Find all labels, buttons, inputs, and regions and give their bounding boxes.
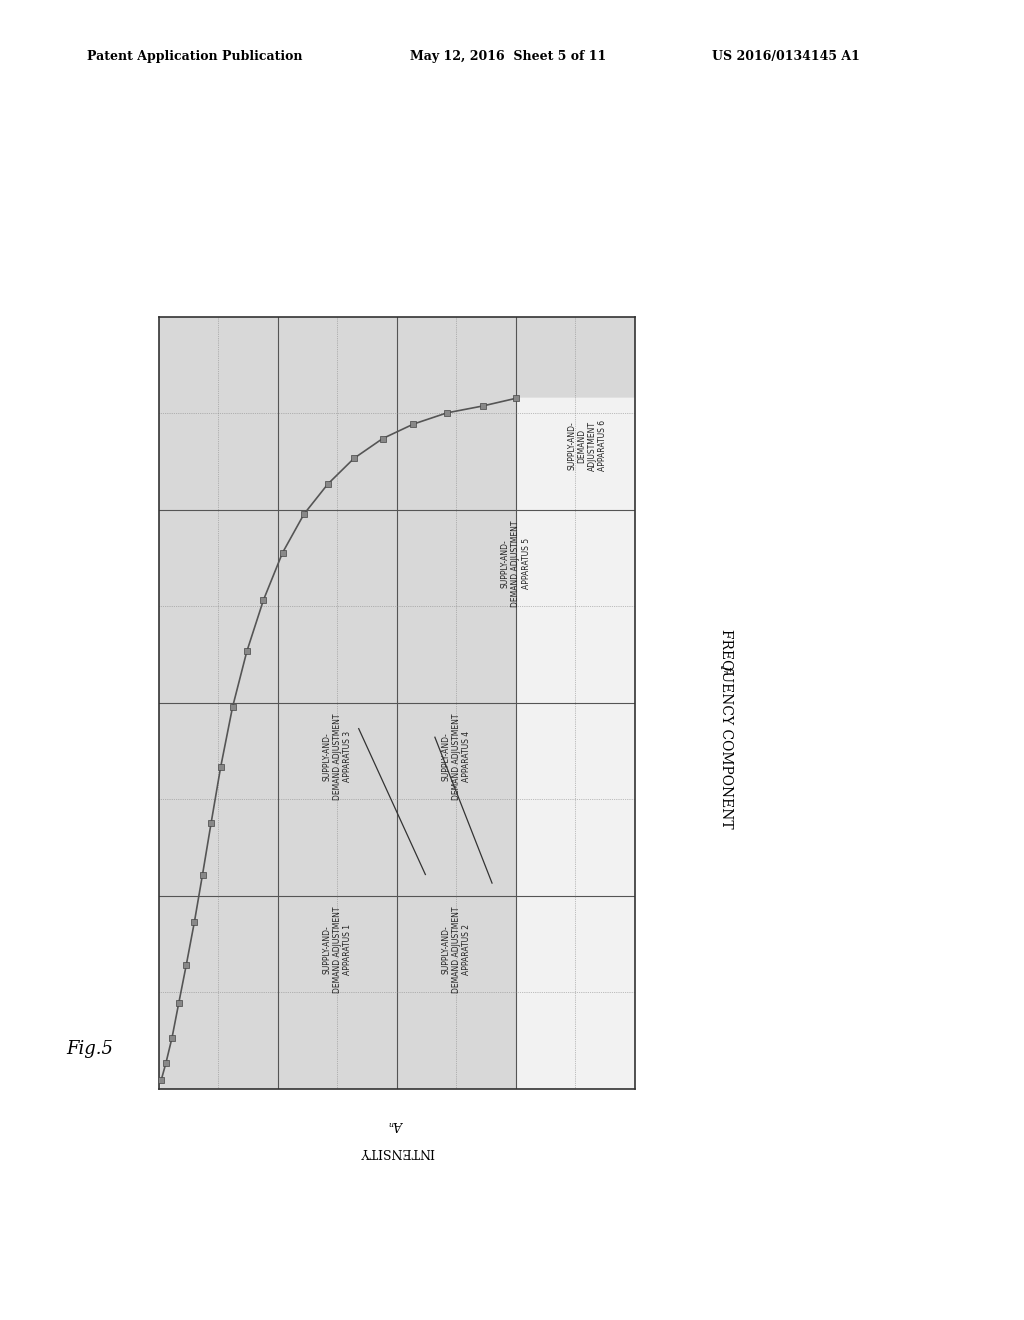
Text: INTENSITY: INTENSITY bbox=[359, 1144, 434, 1158]
Polygon shape bbox=[161, 399, 635, 1089]
Text: SUPPLY-AND-
DEMAND
ADJUSTMENT
APPARATUS 6: SUPPLY-AND- DEMAND ADJUSTMENT APPARATUS … bbox=[567, 420, 607, 471]
Text: FREQUENCY COMPONENT: FREQUENCY COMPONENT bbox=[720, 630, 734, 829]
Text: US 2016/0134145 A1: US 2016/0134145 A1 bbox=[712, 50, 859, 63]
Text: May 12, 2016  Sheet 5 of 11: May 12, 2016 Sheet 5 of 11 bbox=[410, 50, 606, 63]
Text: SUPPLY-AND-
DEMAND ADJUSTMENT
APPARATUS 3: SUPPLY-AND- DEMAND ADJUSTMENT APPARATUS … bbox=[323, 713, 352, 800]
Polygon shape bbox=[161, 399, 516, 1089]
Text: Fig.5: Fig.5 bbox=[67, 1040, 114, 1059]
Text: SUPPLY-AND-
DEMAND ADJUSTMENT
APPARATUS 5: SUPPLY-AND- DEMAND ADJUSTMENT APPARATUS … bbox=[501, 520, 530, 607]
Text: SUPPLY-AND-
DEMAND ADJUSTMENT
APPARATUS 2: SUPPLY-AND- DEMAND ADJUSTMENT APPARATUS … bbox=[441, 907, 471, 993]
Text: Aₙ: Aₙ bbox=[390, 1118, 403, 1131]
Text: SUPPLY-AND-
DEMAND ADJUSTMENT
APPARATUS 1: SUPPLY-AND- DEMAND ADJUSTMENT APPARATUS … bbox=[323, 907, 352, 993]
Text: fₙ: fₙ bbox=[721, 665, 733, 675]
Text: SUPPLY-AND-
DEMAND ADJUSTMENT
APPARATUS 4: SUPPLY-AND- DEMAND ADJUSTMENT APPARATUS … bbox=[441, 713, 471, 800]
Text: Patent Application Publication: Patent Application Publication bbox=[87, 50, 302, 63]
